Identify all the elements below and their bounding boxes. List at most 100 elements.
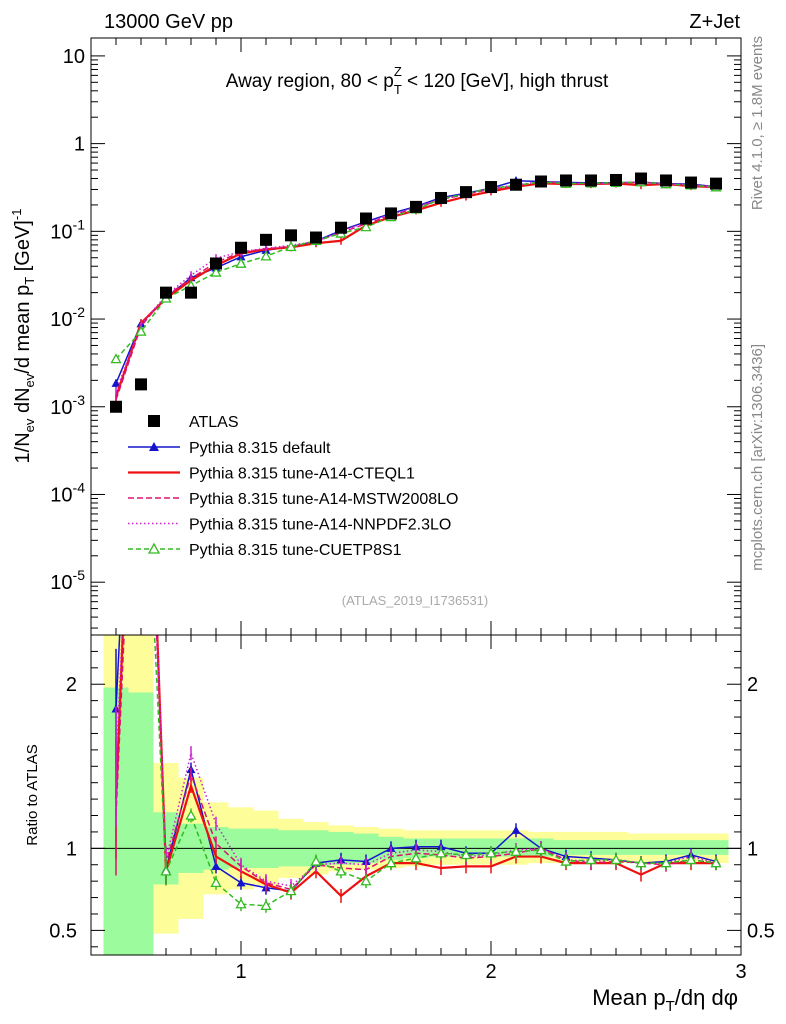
data-point [710,177,722,190]
ratio-series-marker [137,204,146,212]
data-point [510,178,522,191]
stat-uncertainty-band [628,840,654,855]
y-tick-label: 10-5 [50,567,85,594]
stat-uncertainty-band [653,840,679,855]
ratio-series-marker [211,861,221,870]
analysis-watermark: (ATLAS_2019_I1736531) [342,593,488,608]
ratio-series-marker [560,855,572,866]
stat-uncertainty-band [128,692,154,955]
y-tick-label: 1 [74,134,85,156]
legend-label: Pythia 8.315 tune-A14-NNPDF2.3LO [189,517,451,534]
main-series-marker [235,257,247,268]
main-series-marker [260,250,272,261]
legend-label-atlas: ATLAS [189,414,239,431]
ratio-series-marker [310,855,322,866]
ratio-series-marker [485,847,497,858]
main-series-marker [110,353,122,364]
x-tick-label: 3 [735,961,746,983]
ratio-series-marker [710,857,722,868]
data-point [385,207,397,220]
x-axis-label: Mean pT/dη dφ [592,985,738,1015]
ratio-tick-label: 1 [66,838,77,860]
ratio-ylabel: Ratio to ATLAS [24,744,41,845]
plot-title: Away region, 80 < pTZ < 120 [GeV], high … [226,64,609,97]
legend-marker [149,442,159,451]
data-point [235,241,247,254]
ratio-series-marker [137,352,146,360]
data-point [135,378,147,391]
ratio-series-marker [535,844,547,855]
data-point [110,400,122,413]
ratio-series-marker [210,876,222,888]
ratio-frame [90,634,742,956]
ratio-series-marker [236,878,246,887]
stat-uncertainty-band [603,840,629,855]
ratio-tick-label: 2 [66,674,77,696]
ratio-tick-label: 0.5 [49,920,77,942]
legend: ATLAS Pythia 8.315 default Pythia 8.315 tu… [128,414,458,559]
data-point [160,286,172,299]
data-point [335,221,347,234]
ratio-series-marker [585,853,597,865]
stat-uncertainty-band [553,840,579,855]
legend-label: Pythia 8.315 tune-A14-MSTW2008LO [189,491,458,508]
data-point [260,233,272,246]
y-tick-label: 10-4 [50,479,85,506]
data-point [535,175,547,188]
ratio-series-layer [111,204,722,913]
ratio-series-marker [510,845,522,856]
main-series-marker [360,221,372,232]
main-panel: Away region, 80 < pTZ < 120 [GeV], high … [9,37,747,983]
ratio-series-marker [185,809,197,820]
ratio-series-line [115,635,717,891]
ratio-series-marker [260,899,272,911]
main-series-marker [285,240,297,252]
header-energy: 13000 GeV pp [104,11,233,33]
data-point [285,229,297,242]
ratio-series-marker [112,434,121,442]
legend-label: Pythia 8.315 tune-A14-CTEQL1 [189,466,415,483]
ratio-series-marker [685,853,697,865]
main-series-marker [210,266,222,277]
data-point [460,186,472,199]
data-point [560,174,572,187]
legend-marker-atlas [148,415,160,427]
ratio-series-marker [410,852,422,863]
ratio-series-marker [660,857,672,868]
main-ylabel: 1/Nev dNev/d mean pT [GeV]-1 [9,209,37,464]
data-point [585,174,597,187]
ratio-series-marker [460,849,472,860]
ratio-tick-label-right: 2 [747,674,758,696]
main-series-marker [135,325,147,336]
ratio-series-marker [435,847,447,858]
header-process: Z+Jet [689,11,740,33]
ratio-series-marker [635,857,647,868]
ratio-tick-label-right: 0.5 [747,920,775,942]
data-point [310,231,322,244]
data-point [410,200,422,213]
data-point [635,172,647,185]
main-series-line [114,182,717,398]
ratio-uncertainty-bands [103,635,729,955]
ratio-panel: 0.5 0.5 1 1 2 2 Ratio to ATLAS Mean pT/dη dφ [24,204,775,1015]
main-data-layer [110,172,722,413]
ratio-series-marker [285,885,297,896]
stat-uncertainty-band [578,840,604,855]
data-point [360,212,372,225]
main-series-marker [111,378,121,387]
y-tick-label: 10-2 [50,304,85,331]
data-point [685,176,697,189]
ratio-series-marker [610,853,622,865]
data-point [660,174,672,187]
data-point [610,173,622,186]
y-tick-label: 10-1 [50,216,85,243]
data-point [185,286,197,299]
x-tick-label: 1 [235,961,246,983]
ratio-series-marker [360,875,372,886]
legend-marker [147,542,161,554]
side-label-rivet: Rivet 4.1.0, ≥ 1.8M events [749,36,766,210]
legend-label: Pythia 8.315 default [189,440,331,457]
stat-uncertainty-band [703,840,729,855]
x-tick-label: 2 [485,961,496,983]
